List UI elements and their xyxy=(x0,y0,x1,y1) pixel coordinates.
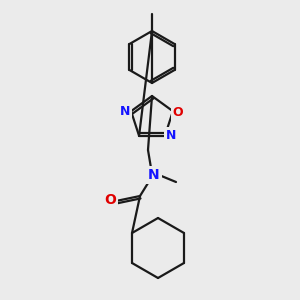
Text: O: O xyxy=(104,193,116,207)
Text: N: N xyxy=(148,168,160,182)
Text: O: O xyxy=(172,106,183,119)
Text: N: N xyxy=(120,105,130,118)
Text: N: N xyxy=(166,129,176,142)
